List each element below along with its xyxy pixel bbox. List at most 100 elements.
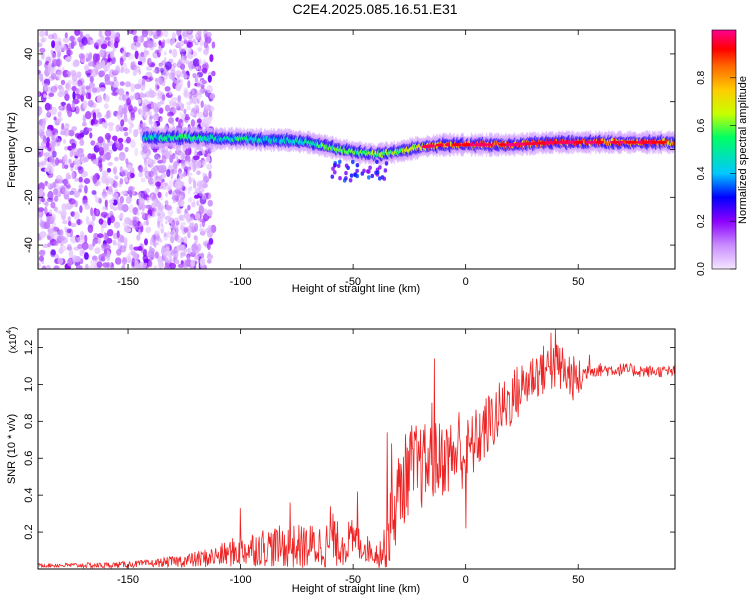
spectrogram-cell (198, 191, 203, 196)
spectrogram-cell (172, 199, 177, 204)
spectrogram-cell (179, 214, 184, 221)
spectrogram-cell (148, 58, 152, 64)
spectrogram-cell (150, 102, 158, 110)
spectrogram-cell (94, 208, 101, 217)
y-tick-label: 40 (23, 48, 35, 60)
spectrogram-cell (156, 101, 161, 109)
spectrogram-cell (330, 174, 335, 179)
spectrogram-cell (38, 70, 42, 75)
spectrogram-cell (117, 214, 123, 219)
spectrogram-cell (187, 204, 191, 211)
spectrogram-cell (537, 141, 545, 145)
spectrogram-cell (166, 246, 170, 250)
spectrogram-cell (119, 196, 125, 204)
spectrogram-cell (85, 85, 90, 90)
spectrogram-cell (154, 251, 159, 259)
spectrogram-cell (154, 242, 160, 246)
spectrogram-cell (165, 184, 171, 191)
spectrogram-cell (171, 96, 178, 103)
spectrogram-y-label: Frequency (Hz) (6, 112, 18, 188)
spectrogram-cell (158, 224, 165, 231)
spectrogram-cell (140, 51, 145, 57)
spectrogram-cell (158, 75, 164, 81)
spectrogram-cell (333, 162, 337, 168)
spectrogram-cell (190, 259, 196, 268)
spectrogram-cell (73, 211, 80, 221)
spectrogram-cell (75, 265, 83, 269)
spectrogram-cell (133, 216, 140, 224)
spectrogram-cell (104, 199, 108, 208)
spectrogram-cell (586, 140, 592, 144)
spectrogram-cell (147, 250, 154, 259)
spectrogram-cell (156, 30, 161, 37)
spectrogram-cell (152, 241, 156, 246)
spectrogram-cell (43, 93, 47, 99)
spectrogram-cell (188, 176, 192, 185)
spectrogram-cell (107, 229, 114, 237)
spectrogram-cell (69, 190, 75, 196)
spectrogram-cell (612, 140, 619, 144)
spectrogram-cell (637, 140, 643, 144)
spectrogram-cell (355, 173, 360, 179)
spectrogram-cell (172, 48, 178, 58)
spectrogram-cell (190, 172, 193, 176)
spectrogram-cell (118, 151, 126, 161)
spectrogram-cell (186, 41, 193, 48)
spectrogram-cell (172, 62, 177, 68)
spectrogram-cell (155, 164, 159, 169)
spectrogram-cell (143, 33, 147, 37)
spectrogram-cell (47, 242, 51, 248)
spectrogram-cell (207, 258, 212, 264)
spectrogram-cell (92, 159, 98, 165)
spectrogram-cell (109, 50, 115, 59)
spectrogram-cell (38, 212, 42, 218)
spectrogram-cell (152, 70, 158, 73)
spectrogram-cell (338, 176, 342, 181)
spectrogram-cell (125, 158, 129, 165)
spectrogram-cell (187, 247, 191, 253)
spectrogram-cell (124, 176, 129, 183)
spectrogram-cell (127, 53, 135, 60)
spectrogram-cell (126, 136, 131, 144)
spectrogram-cell (187, 30, 192, 34)
spectrogram-cell (107, 122, 115, 127)
spectrogram-cell (44, 102, 51, 111)
spectrogram-cell (134, 261, 141, 269)
spectrogram-cell (196, 170, 201, 175)
spectrogram-cell (139, 222, 144, 227)
spectrogram-cell (657, 140, 667, 144)
spectrogram-cell (64, 32, 68, 39)
spectrogram-cell (204, 174, 208, 178)
spectrogram-cell (137, 98, 142, 104)
spectrogram-cell (158, 175, 163, 181)
spectrogram-cell (119, 57, 124, 66)
spectrogram-cell (98, 198, 102, 204)
spectrogram-cell (199, 38, 204, 47)
spectrogram-cell (140, 177, 146, 183)
spectrogram-cell (98, 218, 104, 225)
spectrogram-cell (100, 225, 104, 234)
snr-series-line (38, 329, 675, 569)
spectrogram-x-ticks: -150 -100 -50 0 50 (117, 30, 584, 288)
spectrogram-cell (152, 42, 157, 48)
spectrogram-cell (133, 35, 139, 43)
spectrogram-cell (189, 222, 194, 229)
spectrogram-cell (39, 30, 46, 38)
spectrogram-cell (66, 228, 72, 234)
spectrogram-cell (208, 105, 215, 113)
spectrogram-cell (375, 159, 379, 164)
spectrogram-cell (117, 110, 122, 116)
spectrogram-cell (66, 184, 72, 189)
spectrogram-cell (98, 30, 103, 38)
spectrogram-cell (168, 179, 175, 188)
spectrogram-cell (48, 225, 55, 231)
y-tick-label: 0 (23, 146, 35, 152)
spectrogram-cell (121, 169, 129, 177)
spectrogram-cell (137, 246, 143, 251)
spectrogram-cell (84, 252, 89, 260)
spectrogram-cell (174, 180, 181, 190)
spectrogram-cell (166, 38, 172, 44)
spectrogram-cell (68, 129, 75, 137)
spectrogram-cell (189, 185, 193, 191)
spectrogram-cell (57, 159, 63, 164)
